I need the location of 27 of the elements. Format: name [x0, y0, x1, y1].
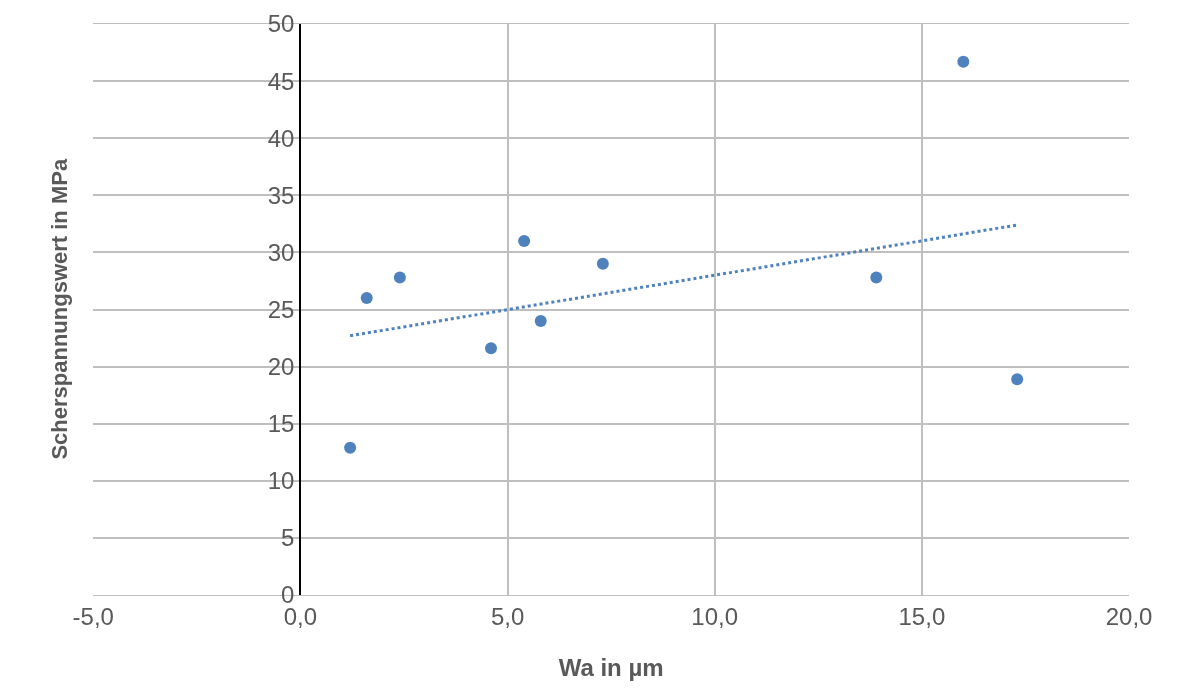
point — [393, 271, 406, 284]
y-tick-label: 25 — [267, 295, 295, 323]
point — [344, 441, 357, 454]
y-tick-label: 30 — [267, 238, 295, 266]
point — [485, 342, 497, 355]
y-tick-label: 50 — [267, 10, 295, 38]
y-tick-label: 40 — [267, 124, 295, 152]
y-tick-label: 35 — [267, 181, 295, 209]
y-tick-label: 5 — [281, 524, 295, 552]
point — [360, 292, 373, 305]
point — [1011, 373, 1024, 386]
x-tick-label: 15,0 — [898, 602, 946, 630]
point — [957, 55, 970, 68]
y-tick-label: 20 — [267, 353, 295, 380]
point — [518, 234, 531, 247]
x-tick-label: 5,0 — [490, 602, 525, 630]
x-tick-label: 20,0 — [1105, 602, 1153, 630]
point — [596, 257, 609, 270]
y-tick-label: 15 — [267, 410, 295, 438]
y-tick-label: 10 — [267, 467, 295, 495]
y-axis-title: Scherspannungswert in MPa — [46, 158, 72, 460]
x-tick-label: 10,0 — [691, 602, 739, 630]
y-tick-label: 45 — [267, 67, 295, 95]
x-axis-title: Wa in µm — [558, 654, 664, 682]
point — [534, 314, 547, 327]
x-tick-label: -5,0 — [72, 602, 114, 630]
point — [870, 271, 883, 284]
